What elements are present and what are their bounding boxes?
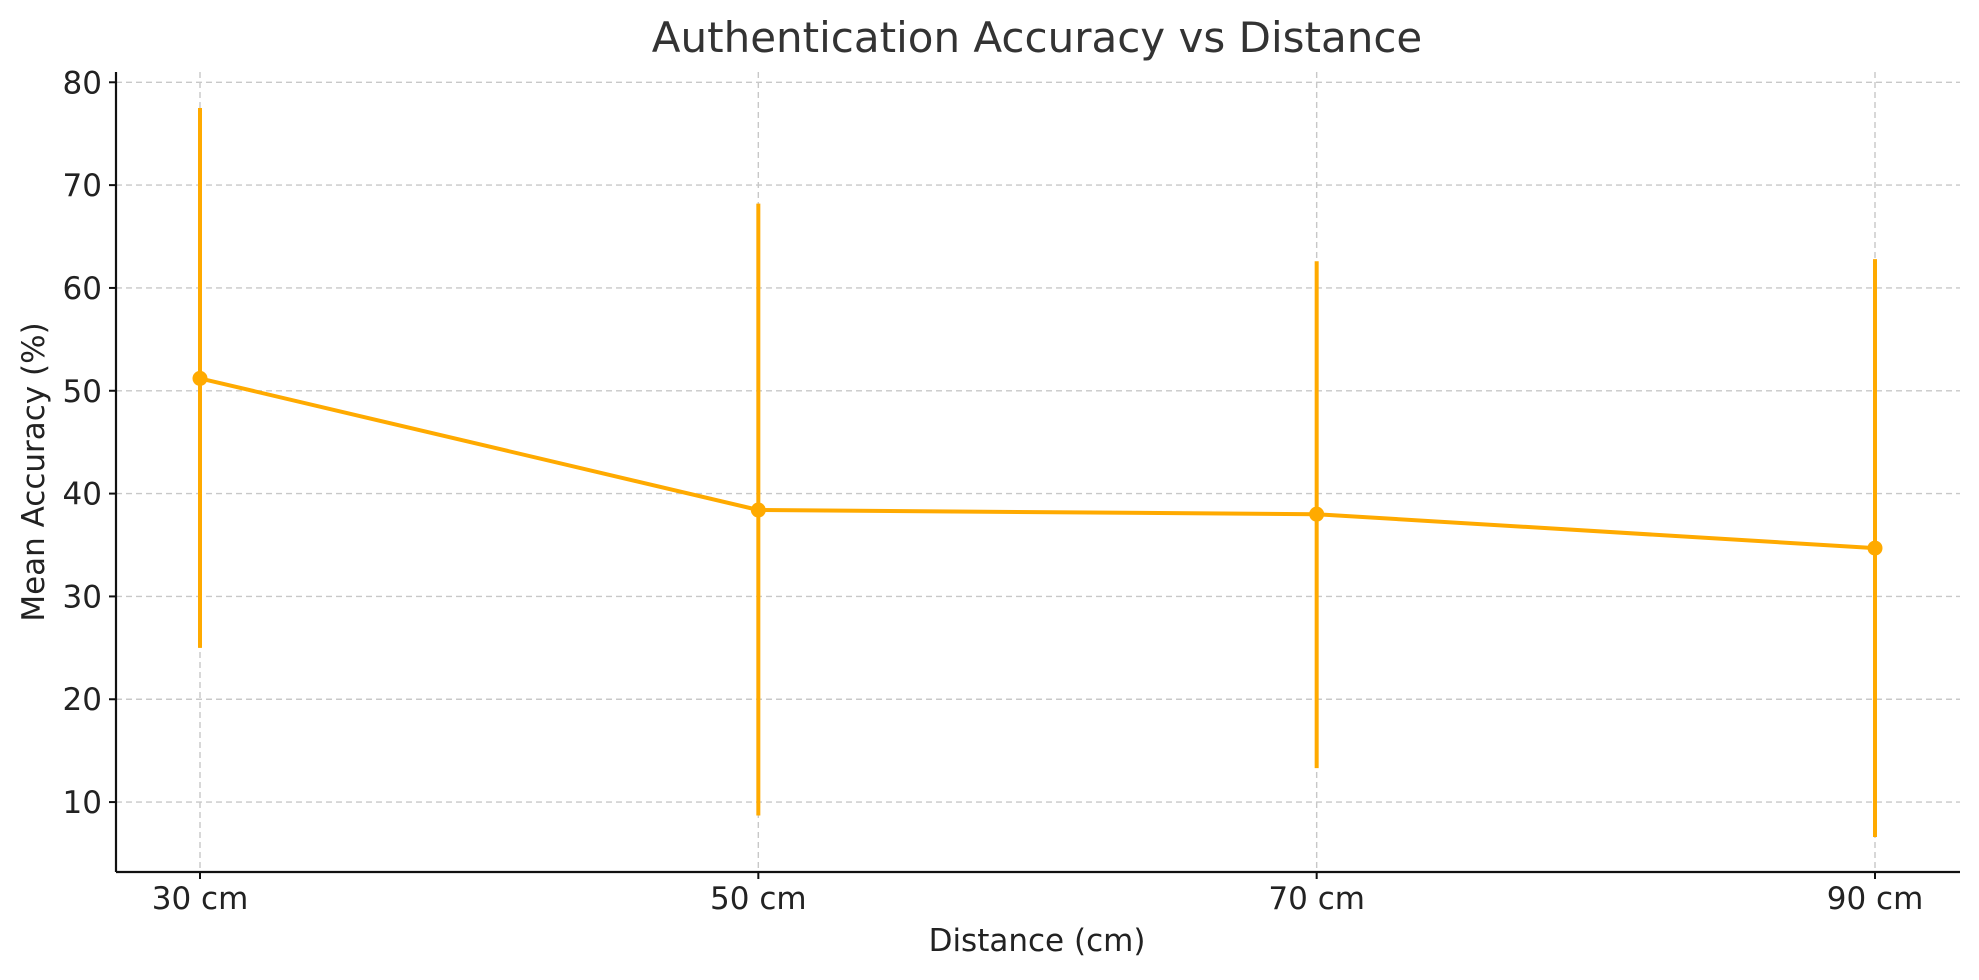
x-tick-label: 70 cm — [1268, 881, 1365, 917]
y-tick-label: 50 — [63, 374, 102, 410]
y-tick-label: 30 — [63, 579, 102, 615]
data-point — [1309, 506, 1325, 522]
x-tick-label: 90 cm — [1827, 881, 1924, 917]
y-tick-label: 60 — [63, 271, 102, 307]
chart-title: Authentication Accuracy vs Distance — [652, 13, 1423, 62]
axes-layer — [114, 72, 1960, 874]
y-tick-label: 80 — [63, 65, 102, 101]
y-tick-label: 40 — [63, 477, 102, 513]
x-axis-label: Distance (cm) — [929, 923, 1146, 959]
grid-layer — [116, 72, 1960, 872]
y-axis-label: Mean Accuracy (%) — [16, 322, 52, 621]
series-line — [199, 376, 1876, 551]
y-tick-label: 20 — [63, 682, 102, 718]
errorbar-layer — [198, 107, 1877, 838]
y-tick-label: 70 — [63, 168, 102, 204]
x-tick-label: 50 cm — [710, 881, 807, 917]
x-tick-label: 30 cm — [152, 881, 249, 917]
ticks-layer: 10 20 30 40 50 60 70 80 30 cm 50 cm 70 cm 90 cm — [63, 65, 1924, 917]
line-layer — [199, 376, 1876, 551]
y-tick-label: 10 — [63, 785, 102, 821]
data-point — [750, 502, 766, 518]
points-layer — [192, 370, 1883, 556]
data-point — [1867, 540, 1883, 556]
data-point — [192, 370, 208, 386]
